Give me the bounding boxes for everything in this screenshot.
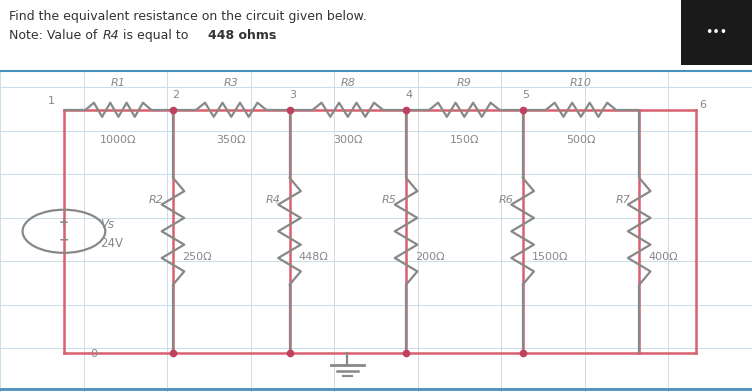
Text: R5: R5 [382,195,397,205]
Text: 1: 1 [47,96,55,106]
Text: R7: R7 [615,195,630,205]
Text: Find the equivalent resistance on the circuit given below.: Find the equivalent resistance on the ci… [9,10,367,23]
Text: Note: Value of: Note: Value of [9,29,102,42]
Text: Vs: Vs [100,218,114,231]
Text: −: − [59,233,69,247]
Text: 24V: 24V [100,236,123,250]
Text: R6: R6 [499,195,514,205]
Bar [0,0,752,71]
Text: 448 ohms: 448 ohms [208,29,277,42]
Text: •••: ••• [705,26,728,39]
Text: R3: R3 [224,78,238,88]
Text: 500Ω: 500Ω [566,135,596,145]
Text: R8: R8 [341,78,355,88]
Text: 200Ω: 200Ω [415,252,444,262]
Text: .: . [273,29,277,42]
Text: 3: 3 [289,90,296,100]
Text: 250Ω: 250Ω [182,252,211,262]
Text: 0: 0 [90,348,98,359]
Text: 1000Ω: 1000Ω [100,135,137,145]
Text: 4: 4 [405,90,413,100]
Text: 448Ω: 448Ω [299,252,329,262]
Text: R10: R10 [570,78,592,88]
Text: 5: 5 [522,90,529,100]
Text: 400Ω: 400Ω [648,252,678,262]
Text: 350Ω: 350Ω [217,135,246,145]
Text: 6: 6 [699,100,707,110]
Text: 150Ω: 150Ω [450,135,479,145]
Text: R9: R9 [457,78,472,88]
Text: R2: R2 [149,195,164,205]
Text: 2: 2 [172,90,180,100]
Text: 1500Ω: 1500Ω [532,252,569,262]
Bar [681,0,752,65]
Text: 300Ω: 300Ω [333,135,362,145]
Text: R4: R4 [265,195,280,205]
Text: R4: R4 [102,29,119,42]
Text: R1: R1 [111,78,126,88]
Text: is equal to: is equal to [119,29,193,42]
Text: +: + [59,216,69,229]
